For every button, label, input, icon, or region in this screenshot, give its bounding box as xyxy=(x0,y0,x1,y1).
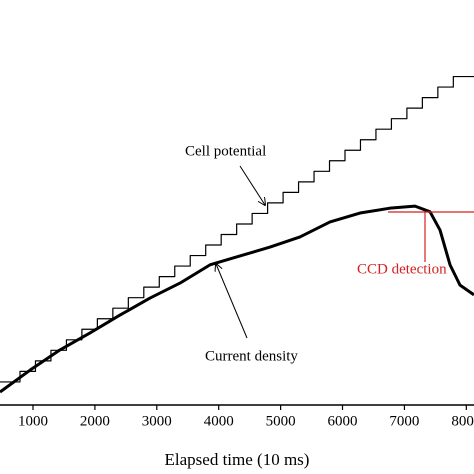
x-tick-label: 2000 xyxy=(80,413,110,429)
x-axis-label: Elapsed time (10 ms) xyxy=(165,450,310,469)
annotation: Cell potential xyxy=(185,143,266,159)
annotation-arrow xyxy=(216,264,248,339)
x-tick-label: 1000 xyxy=(18,413,48,429)
annotation-arrow xyxy=(239,165,265,205)
x-tick-label: 3000 xyxy=(142,413,172,429)
plot-area xyxy=(0,75,474,394)
series-line xyxy=(0,75,474,383)
x-tick-label: 4000 xyxy=(204,413,234,429)
x-tick-label: 6000 xyxy=(328,413,358,429)
series-line xyxy=(0,204,474,394)
annotation: CCD detection xyxy=(357,261,447,277)
annotation: Current density xyxy=(205,348,298,364)
x-tick-label: 5000 xyxy=(266,413,296,429)
x-tick-label: 8000 xyxy=(451,413,474,429)
x-tick-label: 7000 xyxy=(389,413,419,429)
